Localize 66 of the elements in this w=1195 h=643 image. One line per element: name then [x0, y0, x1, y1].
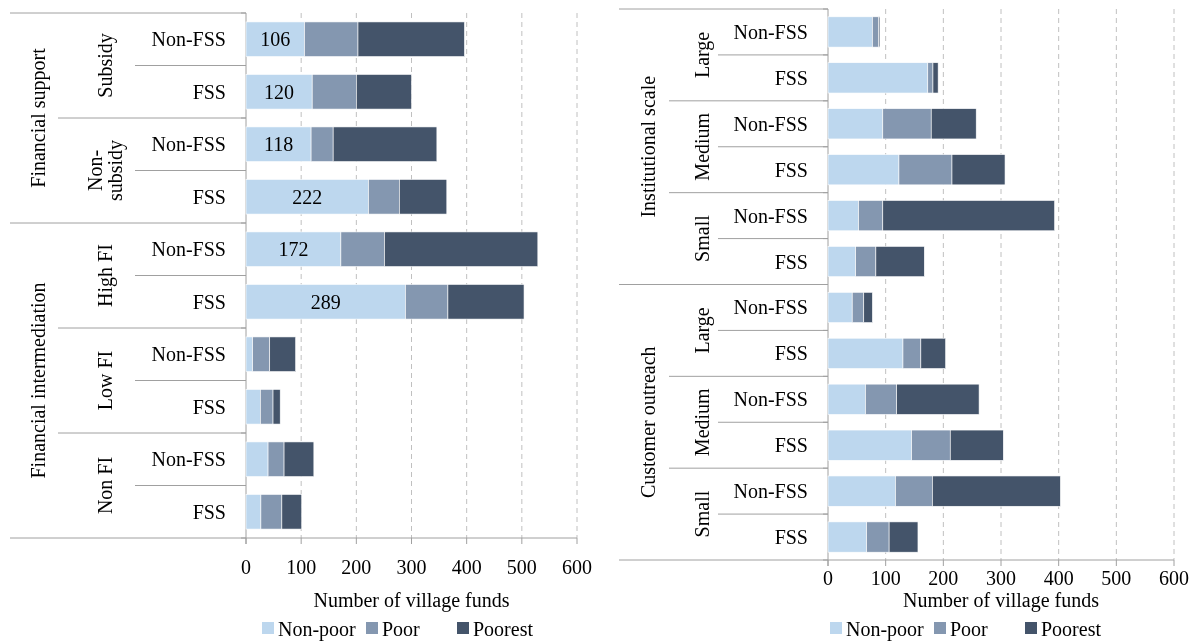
text: Non-subsidy [83, 139, 127, 202]
text: Non FI [93, 456, 116, 515]
legend-label: Non-poor [846, 618, 925, 641]
text: Institutional scale [637, 75, 659, 218]
y-tick-label: Non-FSS [151, 133, 226, 156]
x-tick-label: 100 [286, 556, 317, 578]
text: Large [690, 307, 714, 354]
x-axis-title: Number of village funds [313, 589, 510, 612]
y-tick-label: Non-FSS [151, 28, 226, 51]
text: Subsidy [93, 33, 117, 98]
legend-label: Poor [382, 618, 421, 640]
x-tick-label: 500 [1101, 567, 1132, 589]
y-tick-label: FSS [774, 526, 808, 549]
x-tick-label: 0 [823, 567, 833, 589]
y-tick-label: FSS [774, 66, 808, 89]
x-tick-label: 400 [1043, 567, 1074, 589]
y-tick-label: FSS [192, 80, 226, 103]
y-tick-label: Non-FSS [151, 343, 226, 366]
x-tick-label: 400 [451, 556, 482, 578]
x-tick-label: 200 [341, 556, 372, 578]
data-label: 172 [278, 238, 309, 261]
x-axis-title: Number of village funds [902, 589, 1100, 612]
y-tick-label: FSS [774, 342, 808, 365]
y-tick-label: Non-FSS [733, 20, 808, 43]
legend-label: Poorest [1041, 618, 1102, 640]
y-tick-label: FSS [192, 500, 226, 523]
x-tick-label: 100 [870, 567, 901, 589]
y-tick-label: Non-FSS [151, 238, 226, 261]
text: Large [690, 31, 714, 79]
x-tick-label: 200 [928, 567, 959, 589]
y-tick-label: FSS [774, 158, 808, 181]
y-tick-label: Non-FSS [733, 204, 808, 227]
text: Small [690, 490, 713, 538]
y-tick-label: FSS [192, 290, 226, 313]
y-tick-label: Non-FSS [733, 112, 808, 135]
legend-label: Non-poor [278, 618, 357, 641]
y-tick-label: Non-FSS [733, 296, 808, 319]
y-tick-label: Non-FSS [151, 448, 226, 471]
data-label: 120 [264, 80, 295, 103]
text: Customer outreach [637, 346, 659, 499]
legend-label: Poor [950, 618, 989, 640]
x-tick-label: 300 [986, 567, 1016, 589]
data-label: 289 [310, 290, 341, 313]
y-tick-label: Non-FSS [733, 388, 808, 411]
text: Small [690, 214, 713, 262]
y-tick-label: FSS [192, 185, 226, 208]
text: Financial intermediation [27, 282, 49, 479]
y-tick-label: FSS [774, 434, 808, 457]
x-tick-label: 500 [506, 556, 537, 578]
x-tick-label: 600 [562, 556, 592, 578]
x-tick-label: 600 [1159, 567, 1189, 589]
y-tick-label: FSS [774, 250, 808, 273]
text: Low FI [93, 350, 116, 411]
data-label: 106 [260, 28, 291, 51]
x-tick-label: 300 [396, 556, 427, 578]
text: High FI [93, 244, 117, 307]
text: Medium [690, 112, 713, 181]
y-tick-label: Non-FSS [733, 480, 808, 503]
data-label: 222 [292, 185, 323, 208]
legend-label: Poorest [473, 618, 534, 640]
bar [827, 62, 929, 94]
y-tick-label: FSS [192, 395, 226, 418]
x-tick-label: 0 [241, 556, 251, 578]
data-label: 118 [263, 133, 294, 156]
text: Financial support [27, 47, 50, 188]
text: Medium [690, 387, 713, 457]
